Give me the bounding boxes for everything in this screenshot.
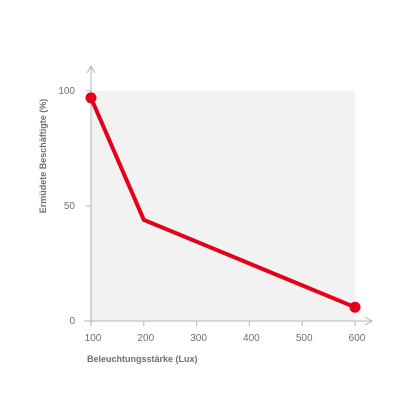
data-point xyxy=(349,301,361,313)
y-axis-title: Ermüdete Beschäftigte (%) xyxy=(38,99,48,214)
x-tick-label: 300 xyxy=(190,333,207,344)
x-axis-arrowhead xyxy=(364,316,374,326)
x-tick-label: 500 xyxy=(296,333,313,344)
x-tick-label: 200 xyxy=(137,333,154,344)
x-tick-label: 600 xyxy=(349,333,366,344)
y-axis-ticks: 0 50 100 xyxy=(58,86,91,327)
plot-area-background xyxy=(91,91,355,321)
x-tick-label: 400 xyxy=(243,333,260,344)
x-axis-title: Beleuchtungsstärke (Lux) xyxy=(87,354,198,364)
y-tick-label: 50 xyxy=(64,201,76,212)
y-tick-label: 100 xyxy=(58,86,75,97)
y-axis-arrowhead xyxy=(86,64,96,74)
series-group xyxy=(85,92,361,313)
x-axis-ticks: 100 200 300 400 500 600 xyxy=(85,321,366,344)
series-line xyxy=(89,97,356,310)
x-tick-label: 100 xyxy=(85,333,102,344)
y-tick-label: 0 xyxy=(69,316,75,327)
data-point xyxy=(85,92,97,104)
